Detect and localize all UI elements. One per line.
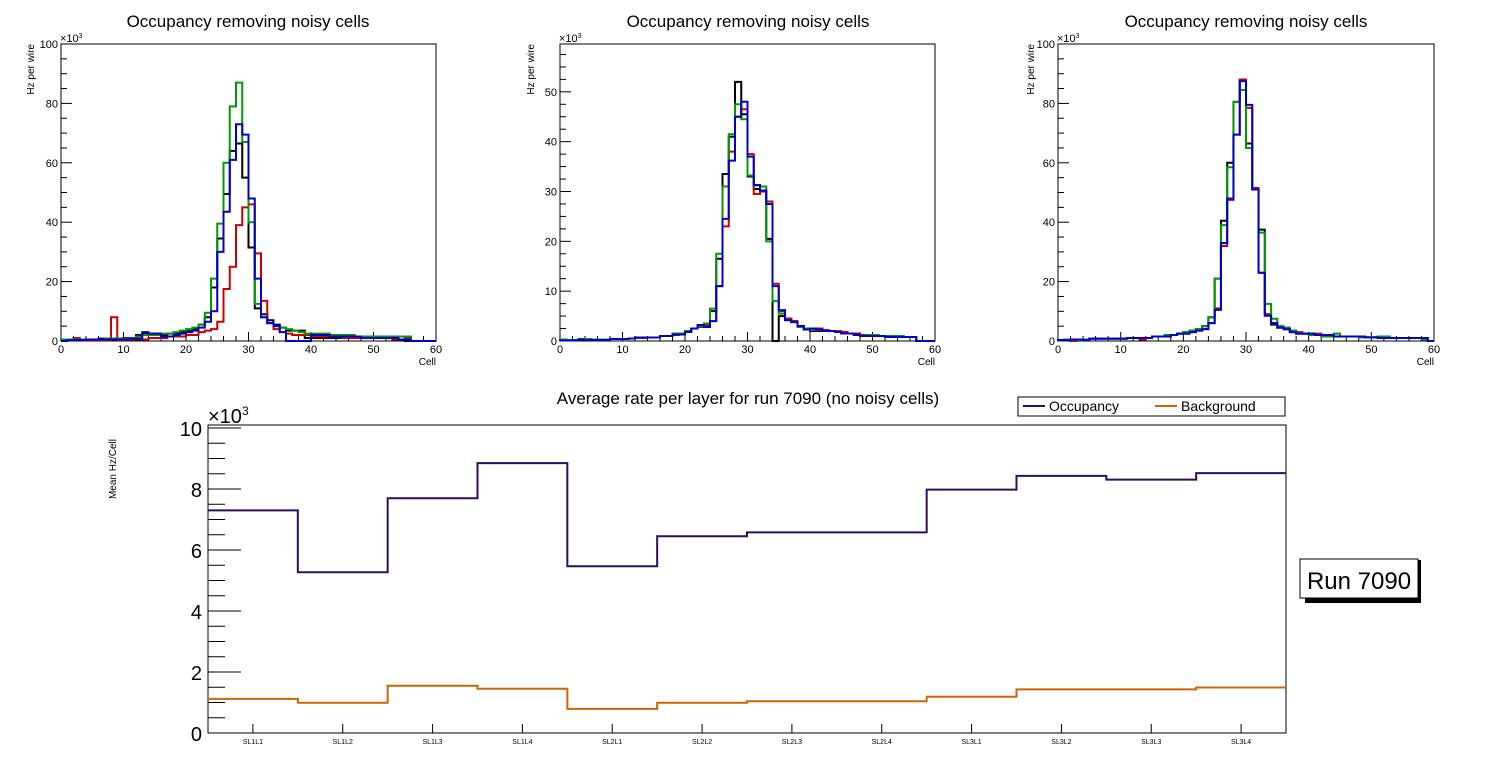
plot-frame [207,424,1287,734]
y-multiplier-label: ×103 [208,404,249,428]
series-background-step-line [208,684,1286,710]
run-annotation: Run 7090 [1299,558,1421,603]
x-tick-label: 10 [616,344,628,356]
x-tick-label: 0 [58,344,64,356]
x-axis-title: Cell [918,357,935,368]
x-axis-title: Cell [419,357,436,368]
x-tick-label: 30 [741,344,753,356]
panel-2-title: Occupancy removing noisy cells [627,12,870,31]
x-category-label: SL2L1 [602,739,622,746]
y-tick-label: 10 [180,419,202,441]
y-tick-label: 80 [46,98,58,110]
y-multiplier-label: ×103 [1057,33,1080,45]
series-green-step-line [60,81,436,342]
x-tick-label: 10 [1115,344,1127,356]
x-tick-label: 40 [804,344,816,356]
y-tick-label: 6 [191,541,202,563]
x-tick-label: 50 [1365,344,1377,356]
y-tick-label: 80 [1043,98,1055,110]
y-multiplier-exponent: 3 [1076,33,1080,40]
layer-rate-panel: Average rate per layer for run 7090 (no … [108,389,1421,746]
y-axis-title: Hz per wire [26,44,37,95]
y-tick-label: 0 [1049,336,1055,348]
y-tick-label: 0 [551,336,557,348]
series-occupancy-step-line [208,462,1286,574]
x-tick-label: 0 [1055,344,1061,356]
x-category-label: SL1L1 [243,739,263,746]
x-category-label: SL2L2 [692,739,712,746]
x-category-label: SL1L2 [333,739,353,746]
y-tick-label: 100 [40,39,58,51]
y-axis-title: Mean Hz/Cell [108,439,119,499]
y-tick-label: 100 [1037,39,1055,51]
y-tick-label: 50 [545,87,557,99]
y-tick-label: 10 [545,286,557,298]
histogram-panel-1: Occupancy removing noisy cells 0 10 20 30 40… [26,12,442,368]
y-tick-label: 60 [1043,158,1055,170]
x-tick-label: 0 [557,344,563,356]
x-category-label: SL1L3 [422,739,442,746]
y-tick-label: 40 [46,217,58,229]
series-blue-step-line [1057,80,1434,342]
x-tick-label: 30 [1240,344,1252,356]
panel-3-title: Occupancy removing noisy cells [1125,12,1368,31]
x-tick-label: 20 [1177,344,1189,356]
y-tick-label: 30 [545,187,557,199]
legend: Occupancy Background [1017,396,1286,417]
x-category-label: SL3L3 [1141,739,1161,746]
panel-1-title: Occupancy removing noisy cells [127,12,370,31]
legend-box [1017,396,1286,417]
histogram-panel-3: Occupancy removing noisy cells 0 10 20 30 40… [1026,12,1440,368]
run-annotation-label: Run 7090 [1307,568,1411,595]
y-multiplier-label: ×103 [559,33,582,45]
x-tick-label: 10 [117,344,129,356]
x-category-label: SL3L2 [1051,739,1071,746]
x-tick-label: 60 [1428,344,1440,356]
x-category-label: SL2L4 [872,739,892,746]
x-tick-label: 50 [367,344,379,356]
x-tick-label: 40 [1303,344,1315,356]
y-tick-label: 4 [191,602,202,624]
layer-rate-title: Average rate per layer for run 7090 (no … [557,389,939,408]
x-category-label: SL3L1 [961,739,981,746]
x-tick-label: 20 [679,344,691,356]
y-tick-label: 40 [545,137,557,149]
histogram-panel-2: Occupancy removing noisy cells 0 10 20 30 40… [526,12,941,368]
plot-frame [559,43,936,342]
y-tick-label: 0 [52,336,58,348]
x-category-label: SL3L4 [1231,739,1251,746]
y-tick-label: 20 [545,236,557,248]
x-category-label: SL1L4 [512,739,532,746]
y-tick-label: 20 [46,277,58,289]
y-axis-title: Hz per wire [1026,44,1037,95]
y-tick-label: 0 [191,724,202,746]
legend-label-occupancy: Occupancy [1049,398,1119,414]
x-axis-title: Cell [1417,357,1434,368]
y-multiplier-exponent: 3 [242,404,249,418]
y-multiplier-exponent: 3 [79,33,83,40]
x-category-label: SL2L3 [782,739,802,746]
y-axis-title: Hz per wire [526,44,537,95]
y-tick-label: 20 [1043,277,1055,289]
run-annotation-box [1299,558,1419,599]
y-tick-label: 2 [191,663,202,685]
legend-label-background: Background [1181,398,1256,414]
y-tick-label: 40 [1043,217,1055,229]
x-tick-label: 20 [180,344,192,356]
y-tick-label: 60 [46,158,58,170]
x-tick-label: 50 [866,344,878,356]
y-tick-label: 8 [191,480,202,502]
series-blue-step-line [61,123,436,342]
y-multiplier-exponent: 3 [578,33,582,40]
x-tick-label: 40 [305,344,317,356]
x-tick-label: 60 [929,344,941,356]
y-multiplier-label: ×103 [60,33,83,45]
series-green-step-line [1057,89,1434,342]
x-tick-label: 30 [242,344,254,356]
x-tick-label: 60 [430,344,442,356]
series-blue-step-line [559,100,935,342]
